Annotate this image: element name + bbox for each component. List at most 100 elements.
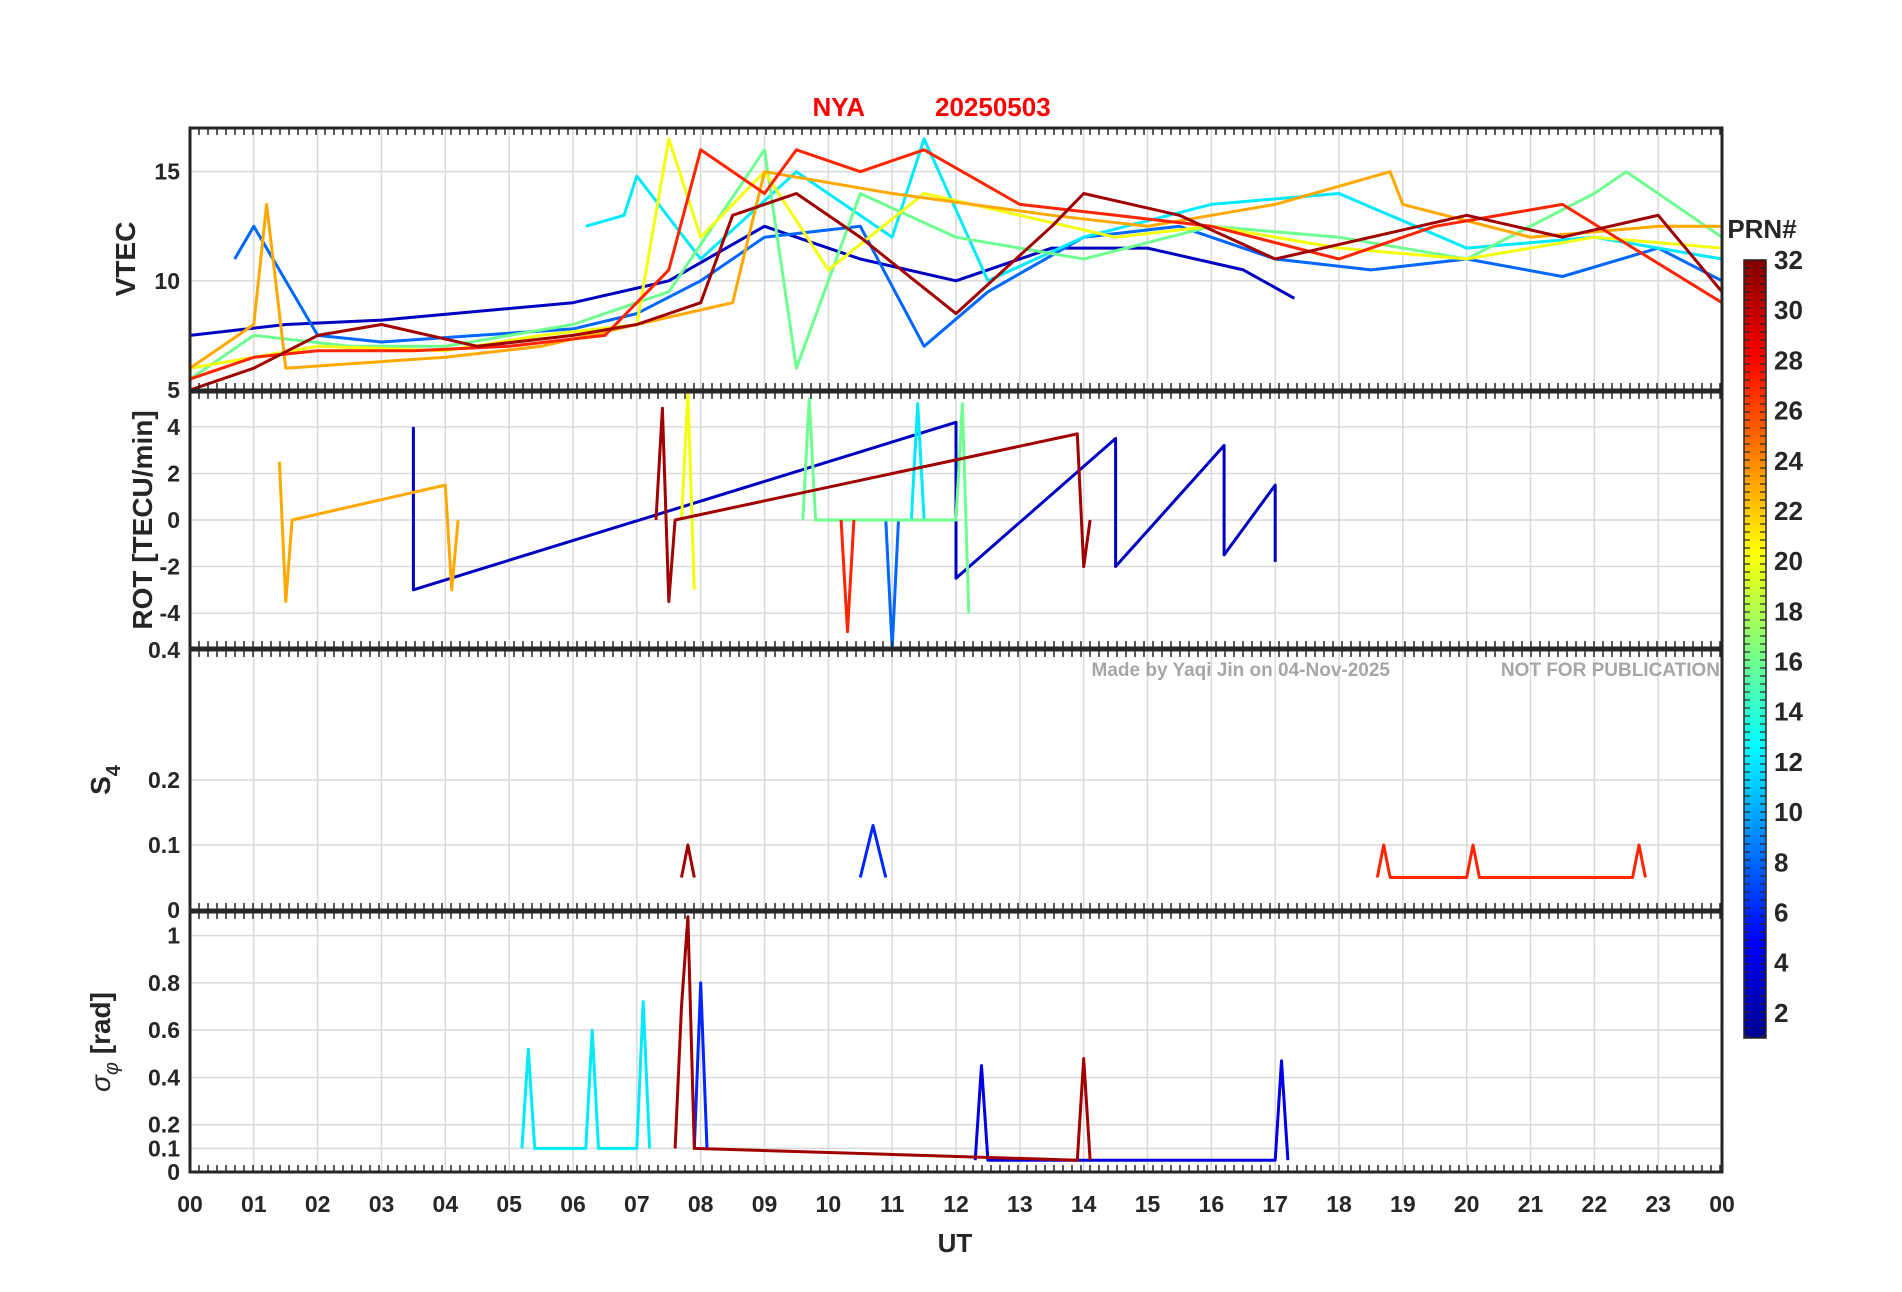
colorbar-tick-label: 26 bbox=[1774, 396, 1803, 426]
colorbar-tick-label: 14 bbox=[1774, 697, 1803, 727]
colorbar-tick-label: 24 bbox=[1774, 446, 1803, 476]
y-tick-label: 0 bbox=[167, 507, 180, 533]
y-tick-label: 10 bbox=[154, 268, 180, 294]
series-line-prn-3 bbox=[189, 224, 1296, 337]
y-tick-label: -2 bbox=[160, 554, 180, 580]
axes-box bbox=[188, 648, 1724, 912]
title-station: NYA bbox=[812, 92, 865, 122]
series-line-prn-12 bbox=[909, 402, 926, 521]
y-tick-label: 0.1 bbox=[148, 1135, 180, 1161]
series-line-prn-12 bbox=[585, 137, 1723, 283]
series-line-prn-16 bbox=[801, 397, 971, 614]
panel-sigma_phi: 00.10.2 0.4 0.6 0.8 1 σφ [rad] bbox=[85, 910, 1724, 1185]
x-tick-label: 02 bbox=[305, 1191, 331, 1217]
x-tick-label: 10 bbox=[816, 1191, 842, 1217]
x-tick-label: 14 bbox=[1071, 1191, 1097, 1217]
x-tick-label: 20 bbox=[1454, 1191, 1480, 1217]
x-tick-label: 11 bbox=[880, 1191, 905, 1217]
panel-vtec: 5 10 15 VTEC bbox=[110, 126, 1724, 403]
y-tick-label: 2 bbox=[167, 460, 180, 486]
series-line-prn-31 bbox=[680, 843, 696, 878]
y-axis-label: σφ [rad] bbox=[85, 992, 123, 1092]
x-tick-label: 06 bbox=[560, 1191, 586, 1217]
colorbar-tick-label: 18 bbox=[1774, 596, 1803, 626]
x-tick-label: 13 bbox=[1007, 1191, 1033, 1217]
colorbar-tick-label: 20 bbox=[1774, 546, 1803, 576]
axes-box bbox=[188, 126, 1724, 392]
series-line-prn-6 bbox=[858, 824, 888, 878]
series-line-prn-16 bbox=[189, 148, 1723, 381]
y-axis-label: S4 bbox=[85, 764, 125, 795]
panel-s4: 0 0.1 0.2 0.4 S4 bbox=[85, 637, 1724, 923]
series-line-prn-31 bbox=[673, 915, 1092, 1162]
x-tick-label: 01 bbox=[241, 1191, 267, 1217]
series-line-prn-31 bbox=[189, 192, 1724, 392]
series-line-prn-27 bbox=[189, 148, 1723, 381]
panel-rot: -4 -2 0 2 4 ROT [TECU/min] bbox=[127, 390, 1724, 650]
series-line-prn-23 bbox=[277, 461, 460, 603]
y-tick-label: 0 bbox=[167, 897, 180, 923]
y-tick-label: 0.1 bbox=[148, 832, 180, 858]
colorbar-tick-label: 4 bbox=[1774, 948, 1789, 978]
colorbar-tick-label: 32 bbox=[1774, 245, 1803, 275]
x-tick-label: 05 bbox=[496, 1191, 522, 1217]
y-tick-label: 0.2 bbox=[148, 1112, 180, 1138]
series-line-prn-12 bbox=[520, 1000, 652, 1150]
series-line-prn-6 bbox=[692, 981, 709, 1149]
colorbar-tick-label: 2 bbox=[1774, 998, 1788, 1028]
y-tick-label: 4 bbox=[167, 414, 180, 440]
colorbar-tick-label: 28 bbox=[1774, 345, 1803, 375]
x-tick-label: 16 bbox=[1199, 1191, 1225, 1217]
x-tick-label: 09 bbox=[752, 1191, 778, 1217]
series-line-prn-23 bbox=[189, 170, 1722, 370]
colorbar-tick-label: 8 bbox=[1774, 847, 1788, 877]
y-tick-label: 15 bbox=[154, 159, 180, 185]
colorbar-tick-label: 22 bbox=[1774, 496, 1803, 526]
title-date: 20250503 bbox=[935, 92, 1051, 122]
x-tick-label: 03 bbox=[369, 1191, 395, 1217]
x-tick-label: 17 bbox=[1262, 1191, 1288, 1217]
series-line-prn-4 bbox=[973, 1059, 1290, 1162]
x-tick-label: 18 bbox=[1326, 1191, 1352, 1217]
watermark-credit: Made by Yaqi Jin on 04-Nov-2025 bbox=[1092, 660, 1391, 681]
x-tick-label: 08 bbox=[688, 1191, 714, 1217]
series-line-prn-31 bbox=[654, 406, 1092, 603]
x-tick-label: 19 bbox=[1390, 1191, 1416, 1217]
y-tick-label: 0.8 bbox=[148, 970, 180, 996]
y-axis-label: ROT [TECU/min] bbox=[127, 410, 158, 629]
x-tick-label: 00 bbox=[177, 1191, 203, 1217]
colorbar-tick-label: 30 bbox=[1774, 295, 1803, 325]
colorbar-tick-label: 12 bbox=[1774, 747, 1803, 777]
colorbar-tick-label: 6 bbox=[1774, 898, 1788, 928]
y-tick-label: 5 bbox=[167, 377, 180, 403]
x-tick-label: 04 bbox=[433, 1191, 459, 1217]
watermark-notice: NOT FOR PUBLICATION bbox=[1501, 660, 1720, 681]
x-tick-label: 21 bbox=[1518, 1191, 1544, 1217]
axes-box bbox=[188, 910, 1724, 1174]
y-tick-label: 1 bbox=[167, 923, 180, 949]
x-tick-label: 15 bbox=[1135, 1191, 1161, 1217]
x-tick-label: 23 bbox=[1645, 1191, 1671, 1217]
y-tick-label: 0.6 bbox=[148, 1017, 180, 1043]
axes-box bbox=[188, 390, 1724, 650]
y-tick-label: 0.4 bbox=[148, 1064, 180, 1090]
x-axis-label: UT bbox=[938, 1228, 973, 1258]
y-tick-label: 0.4 bbox=[148, 637, 180, 663]
series-line-prn-27 bbox=[1375, 843, 1647, 879]
y-tick-label: -4 bbox=[160, 600, 181, 626]
series-line-prn-27 bbox=[839, 519, 856, 634]
series-line-prn-8 bbox=[233, 224, 1723, 348]
colorbar-gradient bbox=[1743, 259, 1767, 1039]
x-tick-label: 00 bbox=[1709, 1191, 1735, 1217]
y-tick-label: 0 bbox=[167, 1159, 180, 1185]
x-tick-label: 22 bbox=[1582, 1191, 1608, 1217]
x-tick-label: 07 bbox=[624, 1191, 650, 1217]
series-line-prn-20 bbox=[189, 137, 1723, 370]
y-axis-label: VTEC bbox=[110, 222, 141, 297]
series-line-prn-3 bbox=[411, 420, 1277, 592]
x-tick-label: 12 bbox=[943, 1191, 969, 1217]
colorbar-tick-label: 16 bbox=[1774, 647, 1803, 677]
colorbar-label: PRN# bbox=[1727, 214, 1797, 244]
